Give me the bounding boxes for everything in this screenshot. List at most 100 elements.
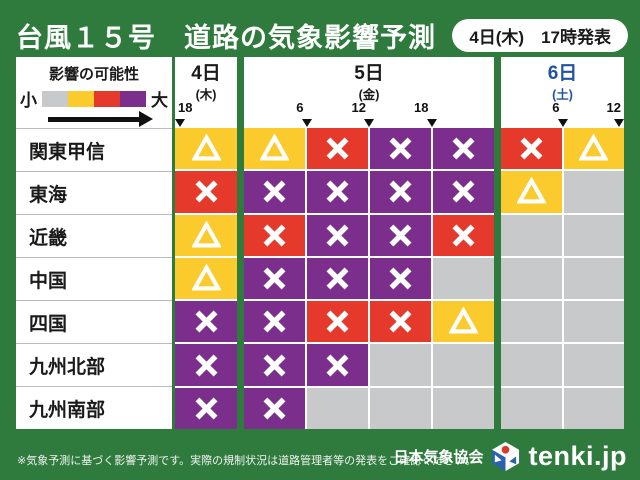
x-symbol-icon [263,224,286,247]
forecast-cell-yellow-triangle [433,301,494,343]
forecast-cell-gray-none [370,387,431,429]
forecast-cell-gray-none [501,257,562,300]
forecast-cell-purple-x [433,171,494,213]
time-tick-marker-icon [301,119,312,127]
triangle-symbol-icon [191,220,221,248]
legend-title: 影響の可能性 [48,66,139,83]
region-label: 中国 [16,257,172,300]
forecast-cell-purple-x [244,387,305,429]
forecast-cell-gray-none [433,257,494,300]
forecast-cell-purple-x [244,301,305,343]
tenki-cube-logo-icon [492,442,520,471]
time-tick-marker-icon [614,119,624,127]
x-symbol-icon [263,354,286,377]
forecast-cell-gray-none [433,387,494,429]
x-symbol-icon [326,310,349,333]
forecast-cell-gray-none [563,301,624,343]
x-symbol-icon [326,137,349,160]
time-tick-label: 18 [414,100,429,115]
forecast-cell-gray-none [501,344,562,386]
issued-time-badge: 4日(木) 17時発表 [452,19,628,52]
triangle-symbol-icon [191,263,221,291]
forecast-cell-red-x [501,128,562,170]
forecast-cell-gray-none [433,344,494,386]
time-tick-label: 12 [606,100,621,115]
day-label: 6日 [547,63,578,84]
forecast-cell-yellow-triangle [563,128,624,170]
time-tick-marker-icon [364,119,374,127]
day-group-divider-2 [494,57,501,429]
forecast-cell-purple-x [175,344,237,386]
forecast-cell-purple-x [244,257,305,300]
day-label: 4日 [191,63,221,84]
forecast-cell-gray-none [563,171,624,213]
day-header-6日: 6日 (土) 6 12 [501,57,624,128]
day-column-6日: 6日 (土) 6 12 [501,57,624,429]
forecast-cell-purple-x [175,387,237,429]
page-title: 台風１５号 道路の気象影響予測 [16,23,436,53]
x-symbol-icon [263,397,286,420]
time-tick-label: 18 [178,100,193,115]
forecast-cell-purple-x [307,344,368,386]
x-symbol-icon [389,310,412,333]
day-header-4日: 4日 (木) 18 [175,57,237,128]
day-group-divider-0 [172,57,175,429]
x-symbol-icon [263,310,286,333]
x-symbol-icon [389,137,412,160]
forecast-cell-red-x [307,301,368,343]
forecast-cell-gray-none [563,214,624,256]
region-label: 四国 [16,300,172,343]
x-symbol-icon [389,267,412,290]
legend-scale-segment-0 [42,90,68,107]
time-tick-label: 12 [351,100,366,115]
x-symbol-icon [452,137,475,160]
region-column: 影響の可能性 小 大 関東甲信 東海 近畿 中国 四国 九州北部 九州南部 [16,57,172,429]
legend-color-scale [42,90,146,107]
forecast-cell-yellow-triangle [244,128,305,170]
region-label: 東海 [16,171,172,214]
forecast-cell-red-x [307,128,368,170]
forecast-cell-red-x [433,214,494,256]
triangle-symbol-icon [191,134,221,161]
forecast-cell-purple-x [307,257,368,300]
time-tick-marker-icon [175,119,185,127]
day-label: 5日 [354,63,384,84]
forecast-cell-gray-none [501,214,562,256]
legend-low-label: 小 [20,91,37,110]
legend-scale-segment-2 [94,90,120,107]
forecast-cell-purple-x [433,128,494,170]
triangle-symbol-icon [260,134,289,161]
x-symbol-icon [195,397,217,420]
day-column-4日: 4日 (木) 18 [175,57,237,429]
x-symbol-icon [326,180,349,203]
day-header-5日: 5日 (金) 6 12 18 [244,57,494,128]
forecast-cell-gray-none [563,257,624,300]
forecast-cell-yellow-triangle [175,257,237,300]
issued-time-label: 4日(木) 17時発表 [469,28,611,47]
triangle-symbol-icon [449,307,478,334]
disclaimer-note: ※気象予測に基づく影響予測です。実際の規制状況は道路管理者等の発表をご確認くださ… [17,455,477,467]
forecast-cell-purple-x [307,171,368,213]
forecast-cell-purple-x [370,214,431,256]
day-cells-5日 [244,128,494,429]
region-label: 九州南部 [16,386,172,429]
forecast-cell-yellow-triangle [175,128,237,170]
x-symbol-icon [389,180,412,203]
region-label: 関東甲信 [16,128,172,171]
time-tick-marker-icon [426,119,437,127]
forecast-cell-purple-x [307,214,368,256]
legend-scale-segment-3 [120,90,146,107]
forecast-cell-purple-x [370,171,431,213]
day-cells-4日 [175,128,237,429]
time-tick-label: 6 [296,100,304,115]
branding: 日本気象協会 tenki.jp [393,441,627,472]
day-weekday-label: (金) [358,87,380,102]
forecast-cell-gray-none [501,387,562,429]
forecast-cell-purple-x [175,301,237,343]
forecast-cell-yellow-triangle [501,171,562,213]
x-symbol-icon [195,310,217,333]
impact-legend: 影響の可能性 小 大 [16,57,172,128]
forecast-cell-red-x [244,214,305,256]
day-weekday-label: (木) [195,87,217,102]
legend-scale-segment-1 [68,90,94,107]
